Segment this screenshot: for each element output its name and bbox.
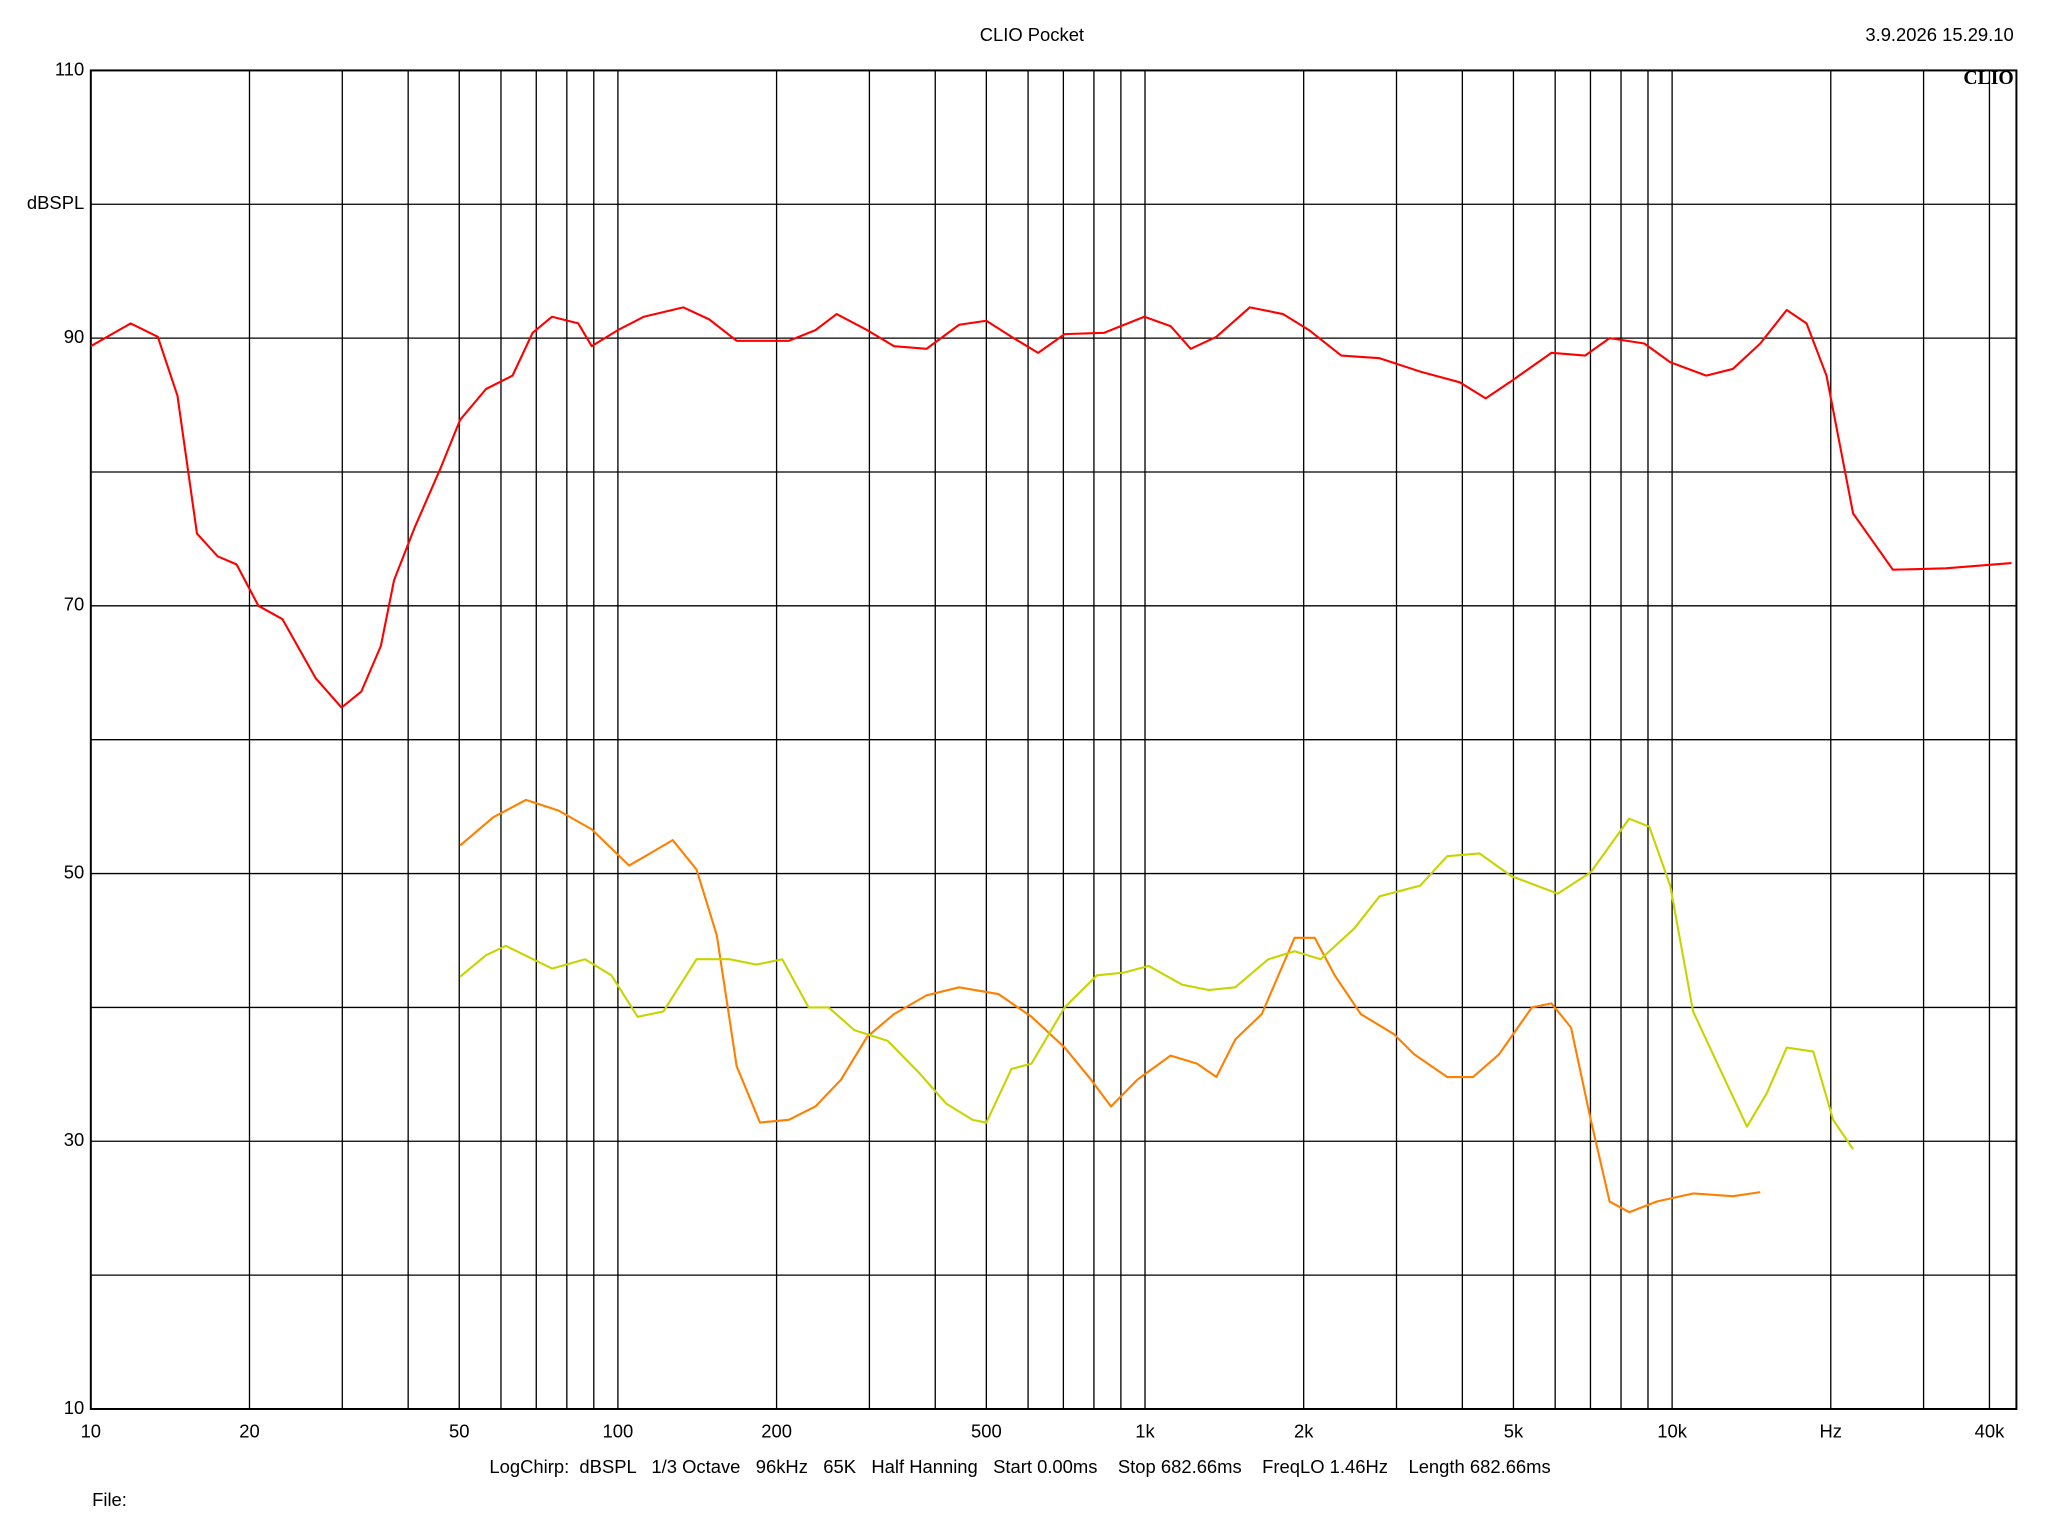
y-tick-label: 30 [64,1129,84,1150]
x-tick-label: 10k [1657,1421,1687,1442]
x-tick-label: 20 [239,1421,259,1442]
x-tick-label: 10 [81,1421,101,1442]
x-tick-label: 100 [603,1421,634,1442]
response-curve [459,817,1854,1150]
y-tick-label: 70 [64,594,84,615]
x-tick-label: 50 [449,1421,469,1442]
x-tick-label: 1k [1135,1421,1155,1442]
timestamp: 3.9.2026 15.29.10 [1865,24,2013,45]
x-tick-label: 5k [1504,1421,1524,1442]
y-tick-label: 10 [64,1397,84,1418]
x-tick-label: 2k [1294,1421,1314,1442]
y-tick-label: dBSPL [27,192,84,213]
chart-title: CLIO Pocket [980,24,1084,45]
plot-frame [89,69,2018,1410]
settings-line: LogChirp: dBSPL 1/3 Octave 96kHz 65K Hal… [489,1456,1550,1477]
x-tick-label: 200 [761,1421,792,1442]
x-tick-label: 500 [971,1421,1002,1442]
response-curve [459,798,1761,1214]
y-tick-label: 50 [64,861,84,882]
file-label: File: [92,1489,127,1510]
logo: CLIO [1963,67,2013,89]
x-tick-label: 40k [1975,1421,2005,1442]
x-tick-label: Hz [1820,1421,1843,1442]
response-curve [90,306,2012,709]
y-tick-label: 90 [64,326,84,347]
y-tick-label: 110 [55,58,84,79]
